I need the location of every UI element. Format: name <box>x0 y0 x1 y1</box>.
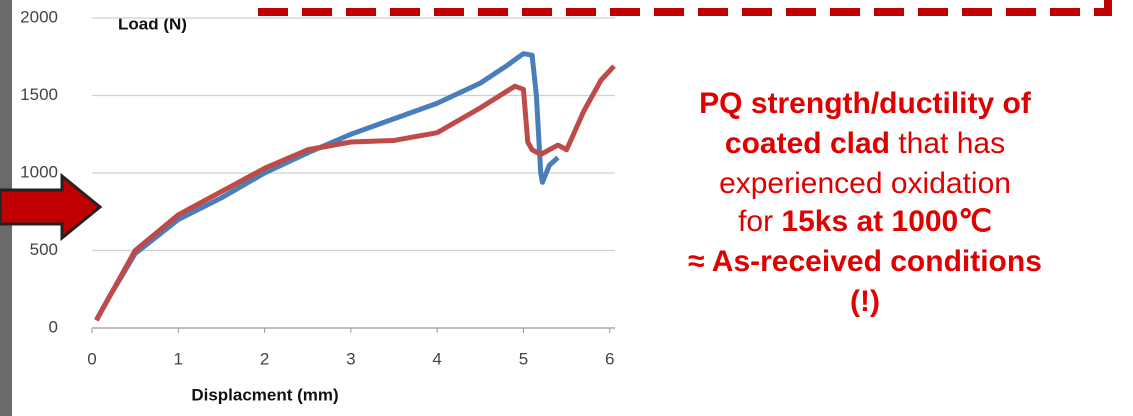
x-tick-label: 1 <box>174 349 183 368</box>
annotation-run: PQ strength/ductility of <box>699 87 1032 120</box>
annotation-line: for 15ks at 1000℃ <box>738 205 992 238</box>
y-tick-label: 1000 <box>20 162 58 181</box>
y-tick-label: 2000 <box>20 7 58 26</box>
series-line <box>94 51 560 322</box>
x-axis-label: Displacment (mm) <box>191 385 338 404</box>
arrow <box>0 172 103 242</box>
y-tick-label: 0 <box>49 317 58 336</box>
y-tick-label: 1500 <box>20 85 58 104</box>
x-tick-label: 0 <box>87 349 96 368</box>
x-tick-label: 5 <box>519 349 528 368</box>
annotation-line: (!) <box>850 285 880 318</box>
annotation-run: coated clad <box>725 127 890 160</box>
annotation-line: coated clad that has <box>725 127 1005 160</box>
y-tick-label: 500 <box>30 240 58 259</box>
x-tick-label: 2 <box>260 349 269 368</box>
annotation-run: that has <box>890 127 1005 160</box>
x-tick-label: 4 <box>432 349 441 368</box>
y-axis-label: Load (N) <box>118 14 187 33</box>
annotation-run: experienced oxidation <box>719 167 1011 200</box>
annotation-run: (!) <box>850 285 880 318</box>
dashed-frame <box>258 0 1112 16</box>
annotation-run: for <box>738 205 781 238</box>
annotation-line: PQ strength/ductility of <box>699 87 1032 120</box>
annotation-run: 15ks at 1000℃ <box>781 205 992 238</box>
series-line <box>94 64 616 322</box>
x-tick-label: 6 <box>605 349 614 368</box>
x-tick-label: 3 <box>346 349 355 368</box>
annotation-run: ≈ As-received conditions <box>688 245 1042 278</box>
annotation-line: ≈ As-received conditions <box>688 245 1042 278</box>
annotation-line: experienced oxidation <box>719 167 1011 200</box>
